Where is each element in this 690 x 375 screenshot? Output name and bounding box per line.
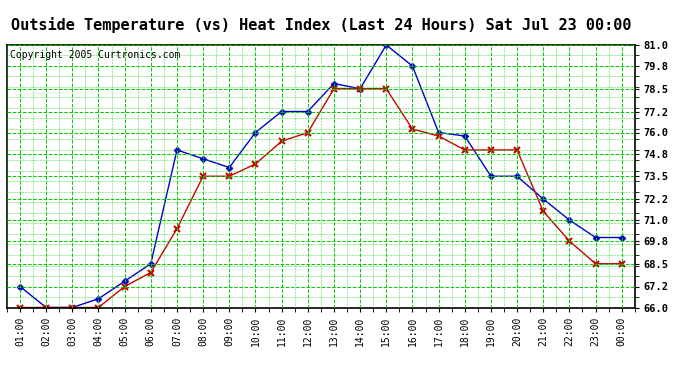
Text: Outside Temperature (vs) Heat Index (Last 24 Hours) Sat Jul 23 00:00: Outside Temperature (vs) Heat Index (Las… — [10, 17, 631, 33]
Text: Copyright 2005 Curtronics.com: Copyright 2005 Curtronics.com — [10, 50, 180, 60]
